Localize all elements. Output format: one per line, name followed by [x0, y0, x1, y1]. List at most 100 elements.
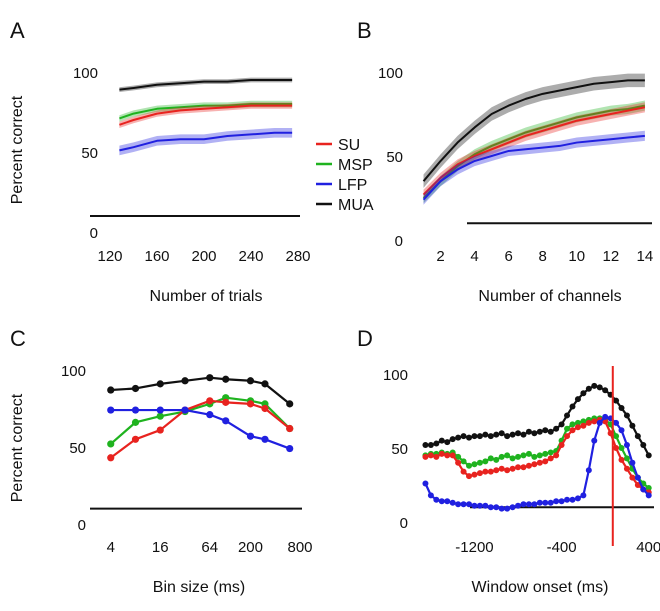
- point-lfp-d: [585, 467, 592, 474]
- point-msp-d: [455, 453, 462, 460]
- point-lfp-c: [181, 406, 189, 414]
- point-mua-d: [498, 430, 505, 437]
- line-msp-a: [119, 103, 293, 120]
- x-tick-label-a: 240: [238, 248, 263, 265]
- y-tick-label-c: 100: [61, 363, 86, 380]
- point-msp-d: [645, 484, 652, 491]
- point-su-c: [206, 397, 214, 405]
- point-lfp-d: [520, 501, 527, 508]
- line-mua-a: [119, 79, 293, 91]
- point-su-c: [246, 400, 255, 408]
- x-tick-label-c: 16: [152, 539, 169, 556]
- point-su-d: [623, 465, 630, 472]
- point-mua-c: [131, 384, 140, 393]
- point-mua-d: [623, 412, 630, 419]
- point-lfp-d: [455, 501, 462, 508]
- point-lfp-d: [618, 427, 625, 434]
- y-tick-label-d: 100: [383, 367, 408, 384]
- point-lfp-d: [553, 498, 560, 505]
- y-tick-label-c: 50: [69, 440, 86, 457]
- point-mua-d: [455, 434, 462, 441]
- point-su-d: [553, 452, 560, 459]
- point-lfp-c: [156, 406, 164, 414]
- point-mua-d: [476, 433, 483, 440]
- point-mua-d: [504, 433, 511, 440]
- point-lfp-c: [107, 406, 115, 414]
- panel-letter-c: C: [10, 326, 26, 351]
- line-mua-b: [422, 79, 645, 182]
- point-msp-d: [618, 445, 625, 451]
- point-mua-d: [520, 431, 527, 438]
- point-msp-d: [493, 456, 500, 463]
- y-tick-label-b: 50: [386, 149, 403, 166]
- point-lfp-d: [433, 496, 440, 503]
- point-su-d: [569, 427, 576, 434]
- x-tick-label-b: 10: [568, 248, 585, 265]
- point-lfp-d: [547, 499, 554, 506]
- point-su-c: [261, 404, 269, 413]
- point-lfp-d: [645, 492, 652, 499]
- point-su-d: [585, 419, 592, 426]
- point-mua-d: [645, 452, 652, 459]
- point-lfp-d: [482, 502, 489, 509]
- point-mua-c: [181, 377, 189, 385]
- point-su-d: [471, 471, 478, 478]
- point-su-d: [629, 474, 636, 481]
- panel-a: 0 50 100 120 160 200 240 280 Number of trials Per…: [9, 65, 311, 305]
- point-mua-c: [222, 375, 230, 383]
- x-tick-label-a: 120: [97, 248, 122, 265]
- y-tick-label-b: 0: [395, 233, 403, 250]
- point-mua-d: [629, 422, 636, 429]
- point-lfp-c: [206, 411, 214, 419]
- point-su-d: [591, 418, 598, 425]
- point-mua-d: [634, 433, 641, 440]
- point-su-d: [547, 455, 554, 462]
- point-mua-d: [602, 387, 609, 394]
- point-mua-d: [509, 431, 516, 438]
- point-lfp-d: [591, 437, 598, 444]
- point-mua-d: [558, 421, 565, 428]
- point-lfp-c: [261, 435, 269, 443]
- point-mua-d: [640, 442, 647, 449]
- x-axis-label-d: Window onset (ms): [472, 579, 609, 596]
- point-su-c: [131, 435, 140, 443]
- point-lfp-d: [460, 501, 467, 508]
- point-lfp-d: [634, 474, 641, 481]
- point-mua-c: [246, 377, 255, 385]
- point-lfp-d: [427, 492, 434, 499]
- point-mua-d: [564, 412, 571, 419]
- x-tick-label-a: 160: [144, 248, 169, 265]
- y-tick-label-b: 100: [378, 65, 403, 82]
- band-lfp-a: [119, 128, 293, 156]
- point-mua-d: [460, 433, 467, 440]
- point-lfp-d: [640, 486, 647, 493]
- legend-label-lfp: LFP: [338, 177, 367, 194]
- point-msp-d: [536, 452, 543, 459]
- x-tick-label-d: 400: [636, 539, 660, 556]
- point-lfp-d: [504, 505, 511, 512]
- point-mua-d: [433, 440, 440, 447]
- y-tick-label-d: 0: [400, 515, 408, 532]
- point-su-d: [520, 464, 527, 471]
- point-lfp-c: [286, 444, 294, 453]
- point-mua-c: [286, 400, 294, 408]
- point-msp-d: [509, 455, 516, 462]
- x-tick-label-c: 64: [201, 539, 218, 556]
- point-lfp-d: [422, 480, 429, 487]
- point-su-d: [444, 452, 451, 459]
- point-lfp-d: [493, 504, 500, 511]
- point-mua-d: [531, 430, 538, 437]
- point-lfp-d: [498, 505, 505, 512]
- line-su-a: [119, 104, 293, 126]
- point-lfp-d: [558, 498, 565, 505]
- point-su-d: [482, 468, 489, 475]
- y-tick-label-c: 0: [78, 517, 86, 534]
- point-mua-d: [569, 403, 576, 410]
- point-su-c: [286, 424, 294, 433]
- legend-label-su: SU: [338, 137, 360, 154]
- x-tick-label-b: 8: [539, 248, 547, 265]
- panel-c: 0 50 100 4 16 64 200 800 Bin size (ms) Percent co…: [9, 363, 313, 596]
- point-su-d: [498, 465, 505, 472]
- x-tick-label-b: 14: [637, 248, 654, 265]
